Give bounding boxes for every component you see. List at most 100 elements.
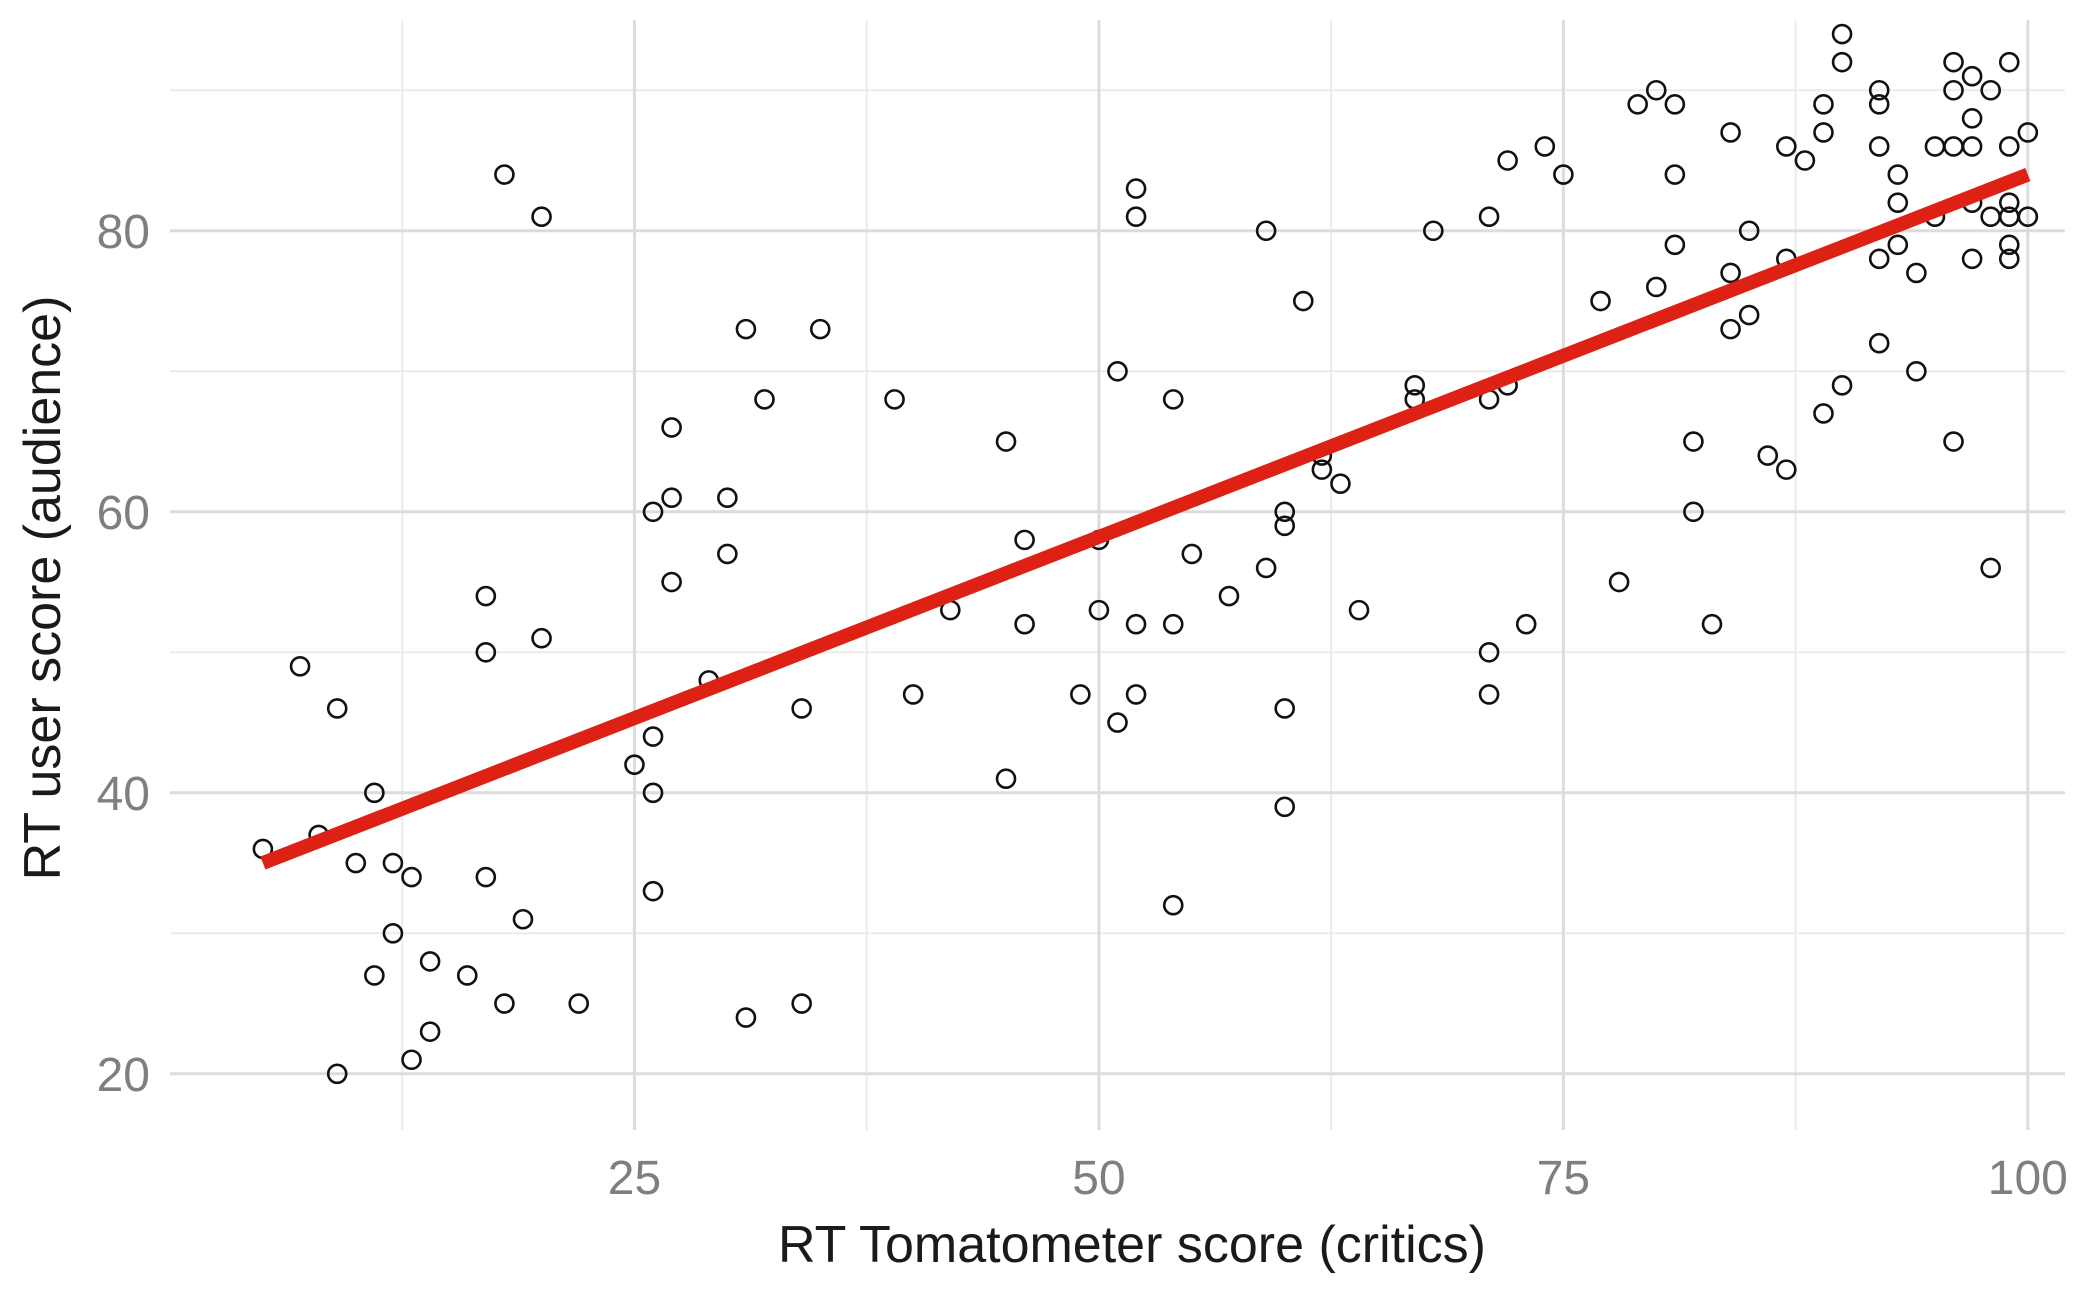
data-point [1961,65,1983,87]
data-point [1664,234,1686,256]
data-point [1776,459,1797,480]
data-point [1330,473,1351,494]
data-point [1404,375,1426,396]
data-point [1627,94,1648,115]
data-point [1125,178,1147,199]
data-point [1887,234,1909,256]
data-point [1125,613,1147,635]
data-point [326,698,348,719]
data-point [1831,23,1853,45]
data-point [642,880,664,902]
y-tick-label: 40 [97,768,150,821]
data-point [1868,332,1890,354]
data-point [1218,585,1240,607]
data-point [661,487,682,509]
data-point [1998,248,2020,270]
data-point [1998,136,2020,157]
data-point [754,389,775,410]
data-point [1906,360,1927,382]
data-point [1683,501,1704,523]
data-point [512,908,534,930]
data-point [1720,318,1741,340]
data-point [1162,389,1184,410]
data-point [1831,375,1853,396]
data-point [1998,51,2020,73]
data-point [1014,529,1035,551]
data-point [1162,894,1184,916]
data-point [1980,79,2001,101]
data-point [568,993,590,1014]
data-point [1813,403,1834,424]
data-point [624,754,645,775]
data-point [1088,599,1110,621]
data-point [1980,206,2001,228]
data-point [382,922,404,944]
data-point [1590,290,1611,312]
data-point [1868,136,1890,157]
x-tick-label: 75 [1537,1152,1590,1205]
data-point [494,164,515,185]
data-point [531,206,552,228]
data-point [1961,108,1983,129]
data-point [1776,136,1797,157]
data-point [1274,796,1296,818]
data-point [1274,515,1296,537]
data-points [252,23,2039,1085]
data-point [1181,543,1203,565]
data-point [1014,613,1035,635]
data-point [1664,94,1686,115]
data-point [1943,79,1964,101]
data-point [419,951,441,972]
data-point [475,866,497,888]
data-point [1478,641,1500,663]
x-tick-label: 25 [608,1152,661,1205]
data-point [902,684,924,705]
data-point [456,965,478,986]
data-point [1813,122,1834,143]
data-point [1534,136,1556,157]
data-point [1868,94,1890,115]
data-point [661,417,682,438]
fit-line-group [260,168,2031,870]
data-point [1868,79,1890,101]
data-point [1348,599,1370,621]
data-point [642,726,664,747]
data-point [1125,206,1147,228]
data-point [2017,122,2039,143]
data-point [419,1021,441,1042]
data-point [1720,262,1741,284]
data-point [1683,431,1704,452]
data-point [1961,136,1983,157]
data-point [1274,501,1296,523]
data-point [791,993,812,1014]
data-point [1738,220,1760,242]
data-point [1998,192,2020,213]
x-tick-label: 100 [1988,1152,2068,1205]
data-point [401,866,422,888]
data-point [1292,290,1314,312]
data-point [1794,150,1816,171]
x-tick-label: 50 [1072,1152,1125,1205]
data-point [1497,150,1518,171]
data-point [1478,684,1500,705]
y-tick-label: 60 [97,487,150,540]
data-point [1255,557,1277,579]
data-point [1924,136,1946,157]
data-point [1125,684,1147,705]
data-point [1887,164,1909,185]
x-axis-ticks: 25 50 75 100 [608,1152,2068,1205]
data-point [1887,192,1909,213]
data-point [995,431,1017,452]
data-point [364,782,385,804]
data-point [401,1049,422,1071]
data-point [1423,220,1444,242]
data-point [661,571,682,593]
data-point [1943,431,1964,452]
data-point [1813,94,1834,115]
data-point [1868,248,1890,270]
y-axis-title: RT user score (audience) [14,296,72,881]
data-point [1608,571,1630,593]
data-point [884,389,905,410]
data-point [642,501,664,523]
